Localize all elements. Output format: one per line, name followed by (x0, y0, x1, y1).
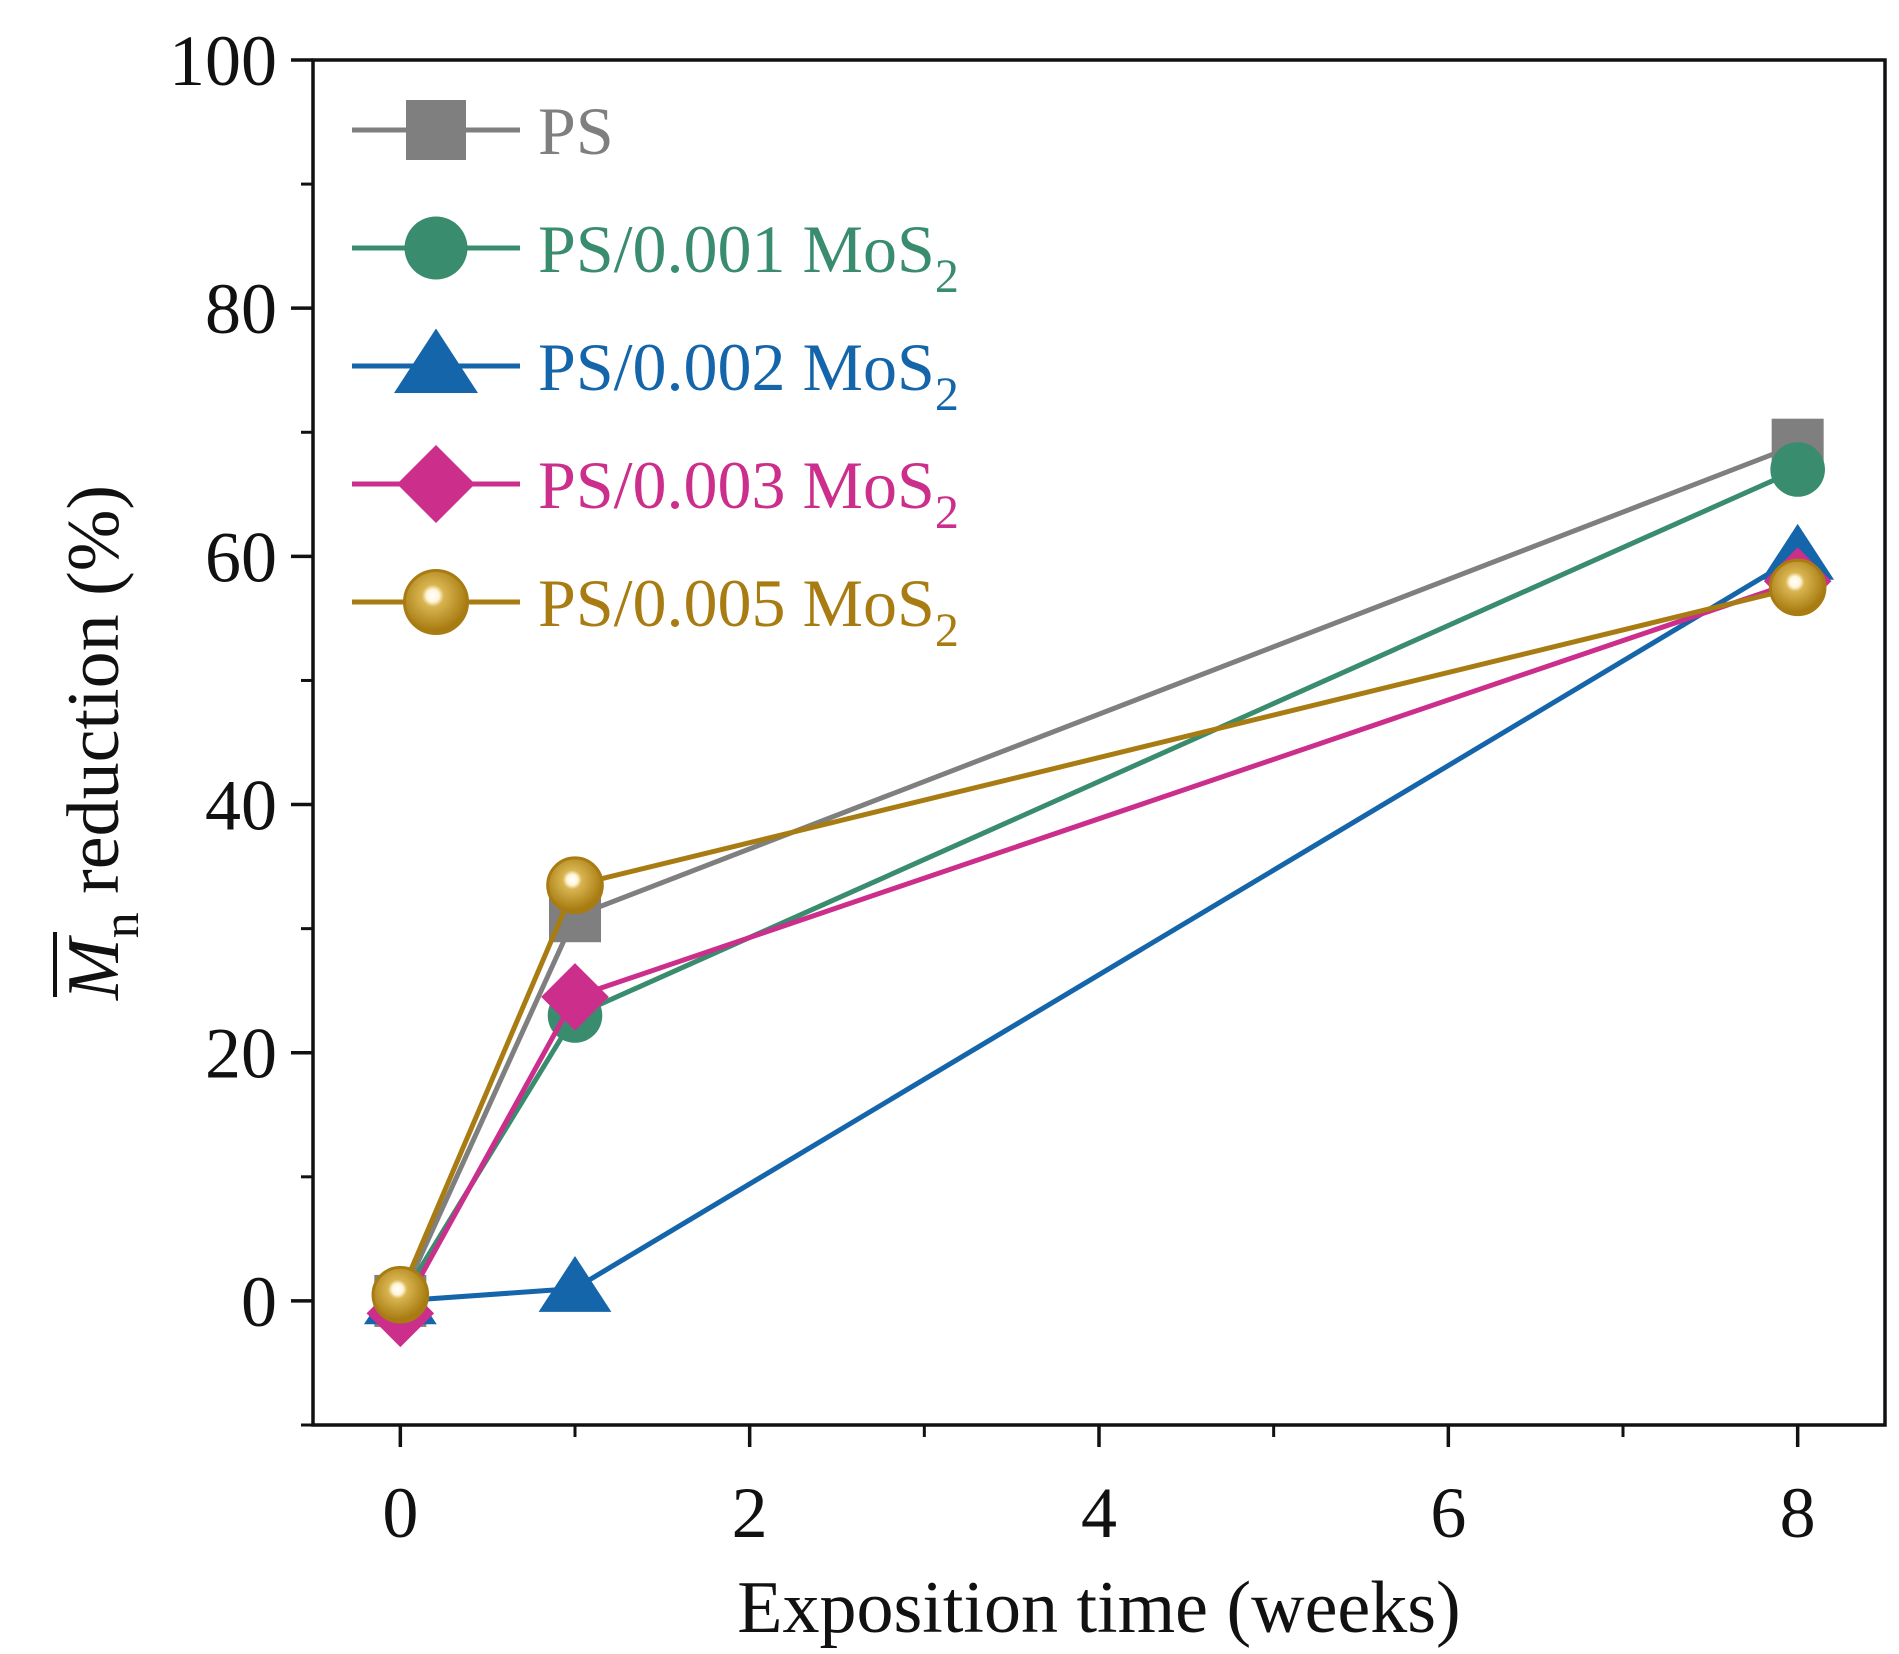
legend-label: PS/0.003 MoS2 (538, 447, 959, 539)
legend-marker-triangle (394, 328, 478, 393)
series-line (400, 554, 1799, 1304)
legend-marker-ball (403, 569, 469, 635)
data-point-ball (546, 856, 604, 915)
legend-item: PS/0.001 MoS2 (352, 211, 959, 303)
y-tick-label: 60 (205, 517, 277, 597)
y-tick-label: 0 (241, 1262, 277, 1342)
y-tick-label: 80 (205, 269, 277, 349)
legend-marker-square (406, 100, 466, 160)
y-axis-title: Mn reduction (%) (53, 485, 150, 1001)
legend-label: PS/0.002 MoS2 (538, 329, 959, 421)
legend-item: PS (352, 93, 614, 169)
x-tick-label: 8 (1780, 1473, 1816, 1553)
series-line (398, 578, 1799, 1315)
data-point-triangle (538, 1256, 612, 1312)
legend-label: PS/0.005 MoS2 (538, 565, 959, 657)
series-layer (363, 418, 1835, 1348)
y-tick-label: 100 (169, 21, 277, 101)
data-point-circle (1770, 442, 1825, 497)
x-tick-label: 0 (382, 1473, 418, 1553)
legend-marker-diamond (397, 445, 475, 523)
legend-item: PS/0.005 MoS2 (352, 565, 959, 657)
data-point-ball (1768, 558, 1827, 617)
data-point-ball (371, 1265, 430, 1324)
x-tick-label: 6 (1430, 1473, 1466, 1553)
series-line (398, 584, 1799, 1296)
legend-marker-circle (404, 216, 468, 280)
series-5 (371, 558, 1827, 1324)
x-tick-label: 2 (732, 1473, 768, 1553)
data-point-diamond (541, 963, 609, 1031)
y-tick-label: 20 (205, 1014, 277, 1094)
legend-label: PS/0.001 MoS2 (538, 211, 959, 303)
legend-label: PS (538, 93, 614, 169)
x-tick-label: 4 (1081, 1473, 1117, 1553)
y-tick-label: 40 (205, 766, 277, 846)
x-axis-title: Exposition time (weeks) (737, 1567, 1460, 1649)
legend-item: PS/0.002 MoS2 (352, 328, 959, 421)
legend: PS PS/0.001 MoS2 PS/0.002 MoS2 PS/0.003 MoS… (352, 93, 959, 657)
y-axis-title-text: Mn reduction (%) (53, 485, 150, 1001)
axis-titles: Exposition time (weeks) Mn reduction (%) (53, 485, 1461, 1649)
legend-item: PS/0.003 MoS2 (352, 445, 959, 539)
